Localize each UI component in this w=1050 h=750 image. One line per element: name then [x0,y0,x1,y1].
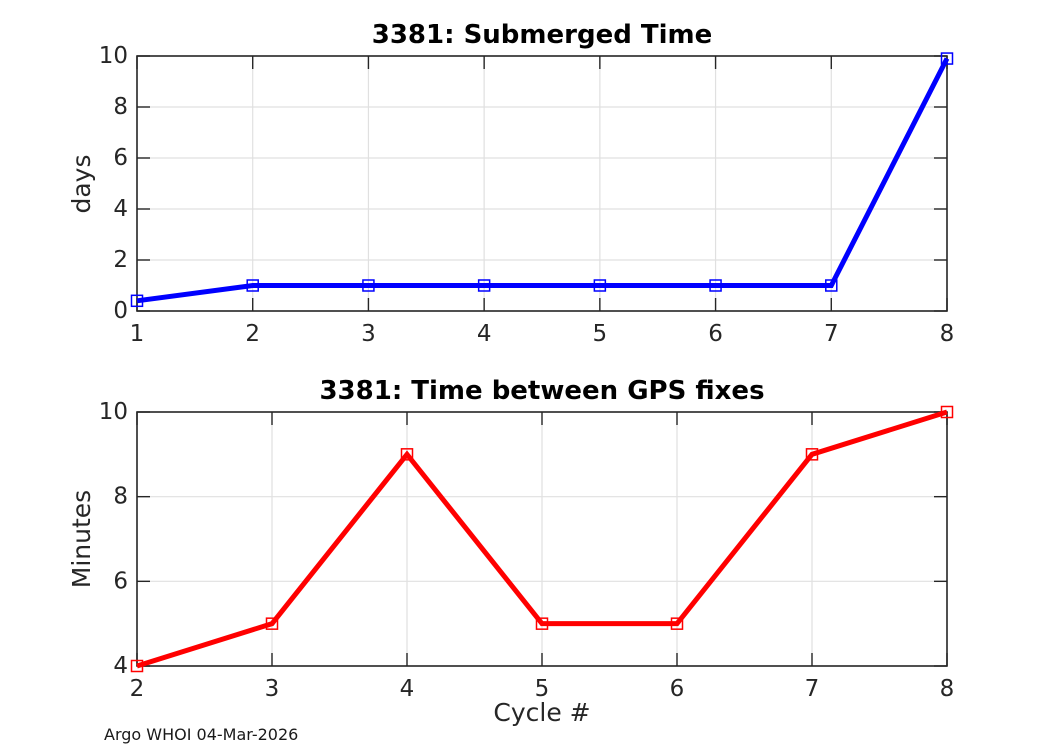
data-markers [130,52,954,308]
data-point-marker [265,617,279,630]
x-tick-label: 7 [805,676,820,702]
y-tick-label: 4 [113,653,128,679]
x-tick-label: 8 [940,676,955,702]
y-tick-label: 4 [113,196,128,222]
data-point-marker [477,279,491,292]
x-tick-label: 3 [361,321,376,347]
data-point-marker [593,279,607,292]
x-tick-label: 2 [245,321,260,347]
data-point-marker [670,617,684,630]
grid [136,55,948,312]
axes-box [136,411,948,667]
data-point-marker [362,279,375,292]
series-line [136,57,950,304]
chart2-title: 3381: Time between GPS fixes [319,376,765,406]
data-markers [130,405,954,673]
x-tick-label: 5 [535,676,550,702]
data-point-marker [825,279,838,292]
x-tick-label: 4 [400,676,415,702]
axes-ticks [136,55,948,312]
y-tick-label: 8 [113,94,128,120]
chart2-x-axis-label: Cycle # [493,698,591,727]
data-point-marker [400,448,414,461]
x-tick-label: 3 [265,676,280,702]
x-tick-label: 6 [708,321,723,347]
chart-1: 1 2 3 4 5 6 7 8 0 2 4 6 8 10 [99,43,955,347]
data-point-marker [130,294,144,308]
y-tick-label: 0 [113,298,128,324]
y-tick-label: 6 [113,145,128,171]
chart1-y-axis-label: days [67,154,96,214]
tick-labels: 2 3 4 5 6 7 8 4 6 8 10 [99,399,955,702]
y-tick-label: 2 [113,247,128,273]
x-tick-label: 4 [477,321,492,347]
y-tick-label: 8 [113,484,128,510]
x-tick-label: 6 [670,676,685,702]
x-tick-label: 5 [593,321,608,347]
data-point-marker [940,52,954,65]
data-point-marker [940,405,954,419]
y-tick-label: 6 [113,568,128,594]
series-line [136,409,948,669]
footer-annotation: Argo WHOI 04-Mar-2026 [104,725,299,744]
x-tick-label: 8 [940,321,955,347]
chart2-y-axis-label: Minutes [67,489,96,589]
data-point-marker [805,448,819,461]
data-point-marker [709,279,722,292]
data-point-marker [130,659,144,673]
y-tick-label: 10 [99,43,128,69]
x-tick-label: 1 [130,321,145,347]
data-point-marker [246,279,259,292]
data-point-marker [535,617,549,630]
axes-box [136,55,948,312]
tick-labels: 1 2 3 4 5 6 7 8 0 2 4 6 8 10 [99,43,955,347]
chart-2: 2 3 4 5 6 7 8 4 6 8 10 [99,399,955,702]
y-tick-label: 10 [99,399,128,425]
x-tick-label: 2 [130,676,145,702]
x-tick-label: 7 [824,321,839,347]
chart1-title: 3381: Submerged Time [371,20,713,50]
